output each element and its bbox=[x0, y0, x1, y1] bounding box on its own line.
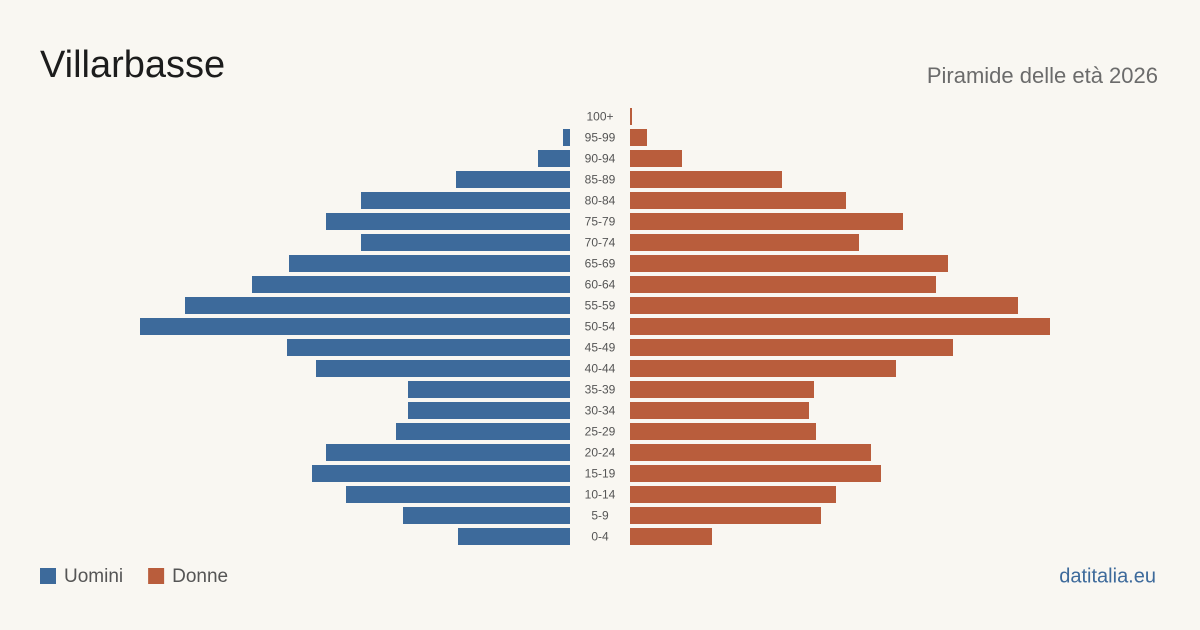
age-label: 70-74 bbox=[585, 236, 616, 250]
age-label: 95-99 bbox=[585, 131, 616, 145]
source: datitalia.eu bbox=[1059, 565, 1156, 587]
age-label: 15-19 bbox=[585, 467, 616, 481]
age-label: 0-4 bbox=[591, 530, 609, 544]
chart-subtitle: Piramide delle età 2026 bbox=[927, 63, 1158, 88]
bar bbox=[252, 276, 570, 293]
bar bbox=[185, 297, 570, 314]
bar bbox=[630, 234, 859, 251]
bar bbox=[403, 507, 570, 524]
legend-swatch bbox=[148, 568, 165, 584]
bar bbox=[287, 339, 570, 356]
bar bbox=[630, 108, 632, 125]
age-label: 25-29 bbox=[585, 425, 616, 439]
bar bbox=[630, 423, 816, 440]
age-label: 90-94 bbox=[585, 152, 616, 166]
age-label: 55-59 bbox=[585, 299, 616, 313]
bar bbox=[630, 444, 871, 461]
bar bbox=[458, 528, 570, 545]
chart-title: Villarbasse bbox=[40, 44, 225, 86]
age-label: 50-54 bbox=[585, 320, 616, 334]
legend-label: Donne bbox=[172, 566, 228, 587]
bar bbox=[630, 192, 846, 209]
bar bbox=[630, 339, 953, 356]
age-label: 75-79 bbox=[585, 215, 616, 229]
bar bbox=[630, 129, 647, 146]
bar bbox=[630, 486, 836, 503]
age-label: 30-34 bbox=[585, 404, 616, 418]
age-label: 35-39 bbox=[585, 383, 616, 397]
age-label: 100+ bbox=[586, 110, 613, 124]
age-label: 60-64 bbox=[585, 278, 616, 292]
bar bbox=[326, 213, 570, 230]
bar bbox=[630, 528, 712, 545]
legend-swatch bbox=[40, 568, 56, 584]
bar bbox=[630, 255, 948, 272]
age-label: 10-14 bbox=[585, 488, 616, 502]
bar bbox=[630, 318, 1050, 335]
bar bbox=[630, 297, 1018, 314]
bar bbox=[630, 360, 896, 377]
bar bbox=[630, 465, 881, 482]
bar bbox=[326, 444, 570, 461]
age-label: 5-9 bbox=[591, 509, 609, 523]
bar bbox=[408, 402, 570, 419]
age-label: 45-49 bbox=[585, 341, 616, 355]
age-label: 85-89 bbox=[585, 173, 616, 187]
age-label: 80-84 bbox=[585, 194, 616, 208]
bar bbox=[630, 150, 682, 167]
bar bbox=[630, 276, 936, 293]
bar bbox=[140, 318, 570, 335]
bar bbox=[630, 213, 903, 230]
bar bbox=[396, 423, 570, 440]
bar bbox=[346, 486, 570, 503]
age-label: 20-24 bbox=[585, 446, 616, 460]
bar bbox=[630, 507, 821, 524]
age-label: 65-69 bbox=[585, 257, 616, 271]
legend-label: Uomini bbox=[64, 566, 123, 587]
bar bbox=[630, 402, 809, 419]
bar bbox=[289, 255, 570, 272]
bar bbox=[456, 171, 570, 188]
bar bbox=[630, 171, 782, 188]
age-label: 40-44 bbox=[585, 362, 616, 376]
bar bbox=[408, 381, 570, 398]
bar bbox=[361, 234, 570, 251]
bar bbox=[630, 381, 814, 398]
bar bbox=[361, 192, 570, 209]
bar bbox=[563, 129, 570, 146]
bar bbox=[538, 150, 570, 167]
bar bbox=[316, 360, 570, 377]
bar bbox=[312, 465, 570, 482]
